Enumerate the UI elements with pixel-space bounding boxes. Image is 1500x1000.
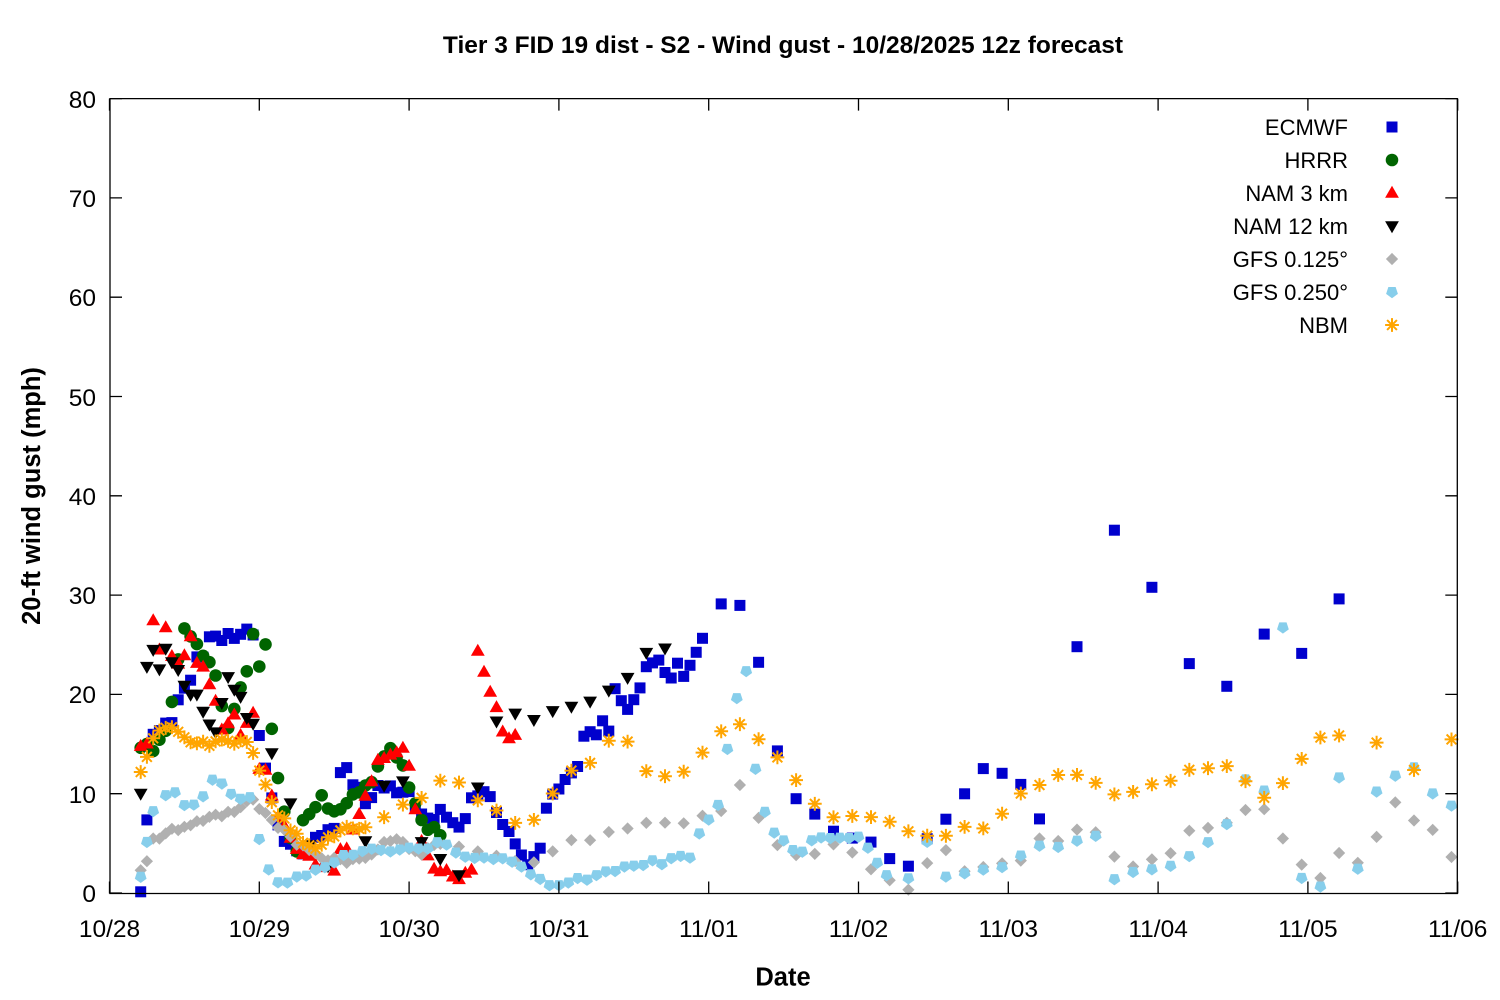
svg-text:11/01: 11/01	[679, 916, 739, 943]
svg-text:10/28: 10/28	[79, 916, 140, 943]
svg-text:50: 50	[69, 385, 96, 412]
svg-text:NBM: NBM	[1299, 313, 1348, 338]
svg-text:80: 80	[69, 87, 96, 114]
svg-text:11/06: 11/06	[1428, 916, 1488, 943]
svg-text:70: 70	[69, 186, 96, 213]
svg-text:0: 0	[82, 881, 96, 908]
svg-text:GFS 0.250°: GFS 0.250°	[1233, 280, 1348, 305]
svg-text:NAM 12 km: NAM 12 km	[1233, 214, 1348, 239]
svg-text:10/30: 10/30	[378, 916, 439, 943]
svg-text:11/04: 11/04	[1128, 916, 1188, 943]
svg-text:ECMWF: ECMWF	[1265, 115, 1348, 140]
svg-text:Date: Date	[755, 964, 810, 992]
svg-text:NAM 3 km: NAM 3 km	[1245, 181, 1348, 206]
svg-text:HRRR: HRRR	[1284, 148, 1348, 173]
svg-text:11/03: 11/03	[979, 916, 1039, 943]
svg-text:20: 20	[69, 682, 96, 709]
svg-text:11/02: 11/02	[829, 916, 889, 943]
svg-text:GFS 0.125°: GFS 0.125°	[1233, 247, 1348, 272]
svg-text:60: 60	[69, 285, 96, 312]
svg-text:11/05: 11/05	[1278, 916, 1338, 943]
svg-text:10: 10	[69, 782, 96, 809]
svg-text:10/31: 10/31	[528, 916, 589, 943]
svg-text:10/29: 10/29	[229, 916, 290, 943]
svg-text:Tier 3 FID 19 dist - S2 - Wind: Tier 3 FID 19 dist - S2 - Wind gust - 10…	[443, 32, 1123, 59]
svg-text:40: 40	[69, 484, 96, 511]
svg-text:20-ft wind gust (mph): 20-ft wind gust (mph)	[18, 367, 46, 625]
svg-text:30: 30	[69, 583, 96, 610]
